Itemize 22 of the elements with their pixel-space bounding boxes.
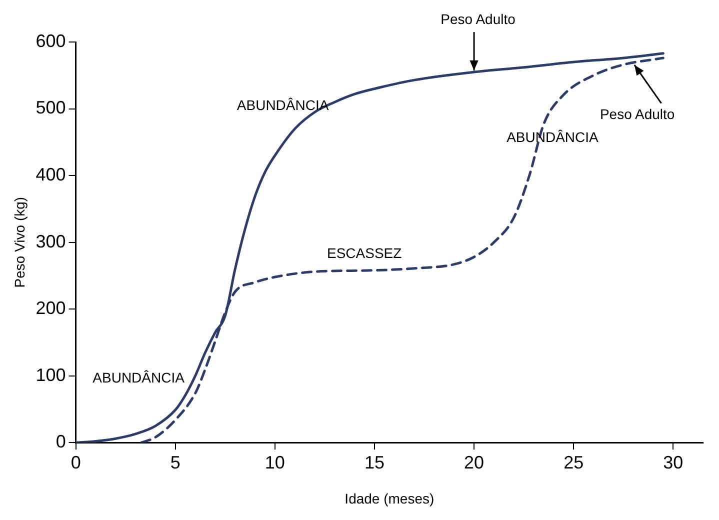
- annotation: Peso Adulto: [440, 10, 516, 27]
- x-tick-label: 15: [364, 452, 384, 472]
- annotation: ESCASSEZ: [326, 245, 402, 262]
- y-tick-label: 600: [36, 30, 66, 51]
- annotation: Peso Adulto: [600, 106, 675, 122]
- x-tick-label: 30: [663, 452, 684, 472]
- annotation: ABUNDÂNCIA: [236, 96, 330, 113]
- y-tick-label: 400: [36, 164, 66, 184]
- annotation: ABUNDÂNCIA: [92, 369, 186, 386]
- x-tick-label: 25: [564, 452, 584, 472]
- x-axis-title: Idade (meses): [344, 490, 434, 506]
- x-tick-label: 10: [264, 452, 285, 472]
- annotation: ABUNDÂNCIA: [506, 129, 600, 146]
- y-tick-label: 500: [36, 98, 66, 118]
- x-tick-label: 20: [464, 452, 484, 472]
- x-tick-label: 0: [70, 452, 81, 472]
- y-tick-label: 0: [56, 432, 66, 452]
- y-tick-label: 100: [36, 364, 66, 385]
- y-axis-title: Peso Vivo (kg): [11, 196, 28, 288]
- y-tick-label: 300: [36, 231, 66, 252]
- y-tick-label: 200: [36, 298, 66, 318]
- x-tick-label: 5: [170, 452, 180, 472]
